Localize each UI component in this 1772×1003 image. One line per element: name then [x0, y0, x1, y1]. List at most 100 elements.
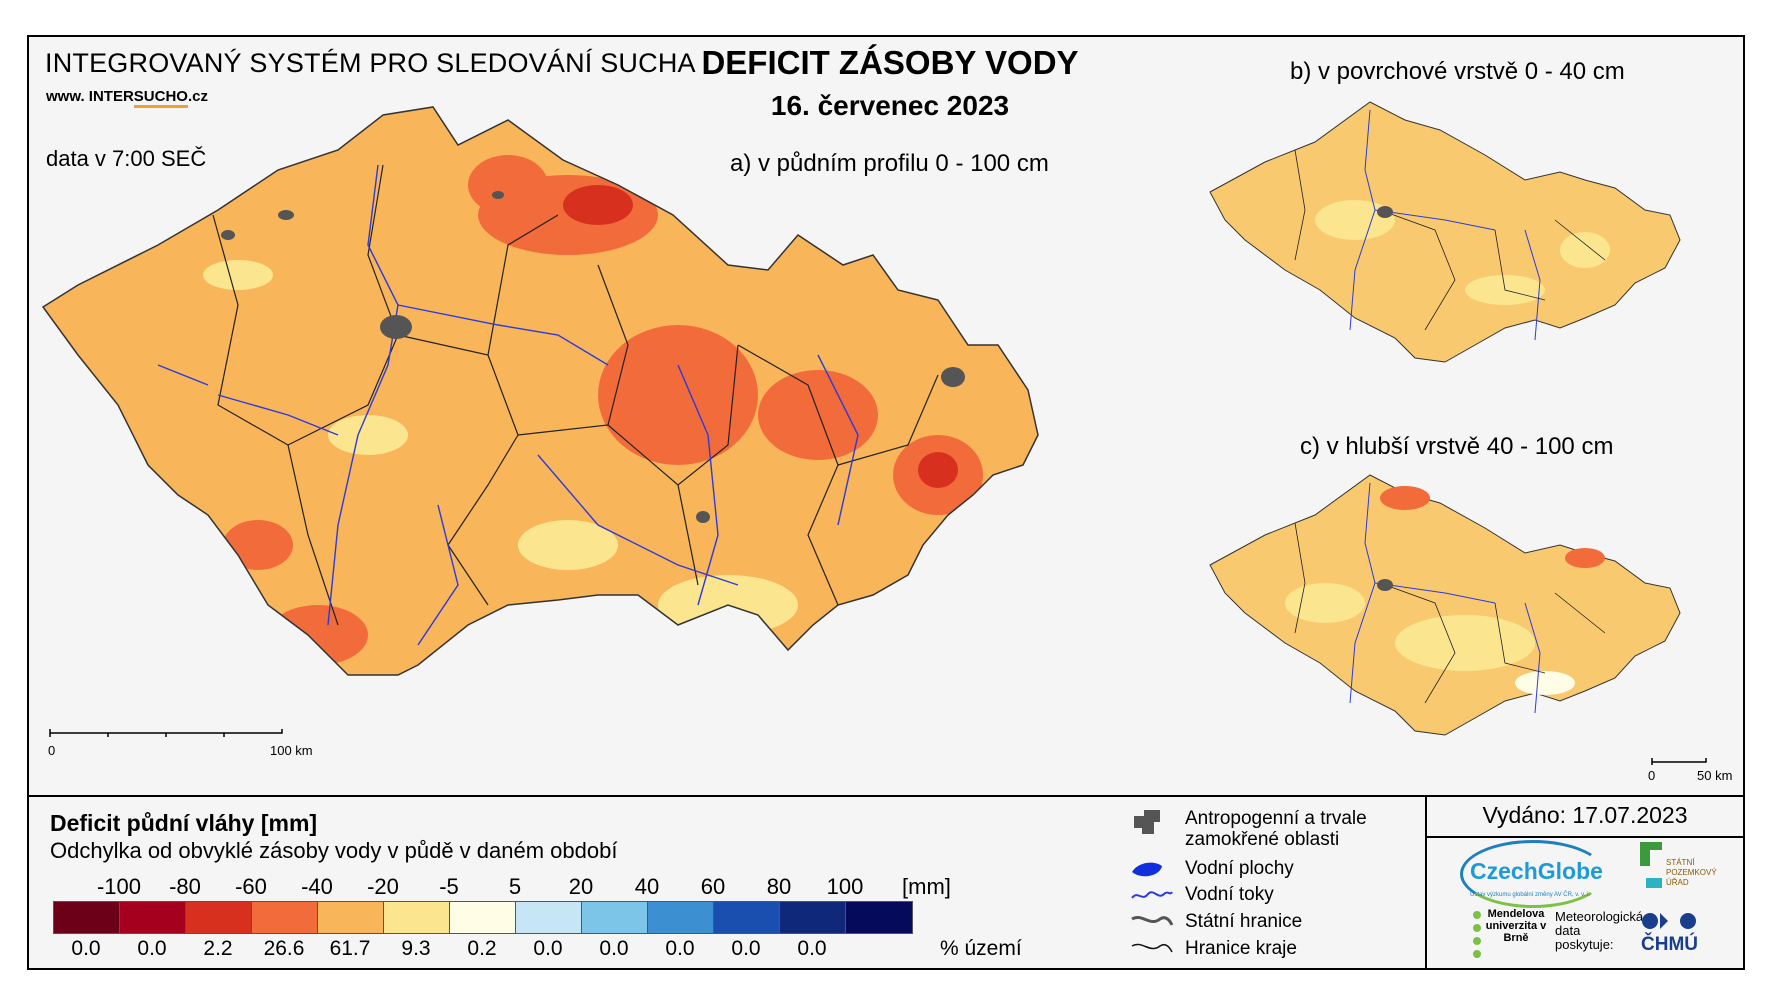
region-border-icon: [1131, 943, 1173, 953]
legend-percentage: 9.3: [401, 937, 431, 960]
map-a-label: a) v půdním profilu 0 - 100 cm: [730, 150, 1049, 177]
footer-vertical-separator: [1425, 795, 1427, 970]
legend-color-cell: [54, 902, 120, 933]
legend-tick-label: -20: [367, 874, 399, 899]
mendel-dots-icon: [1473, 911, 1481, 958]
legend-color-cell: [582, 902, 648, 933]
legend-region-border-label: Hranice kraje: [1185, 938, 1297, 959]
urban-area-b: [1377, 206, 1393, 218]
legend-color-cell: [384, 902, 450, 933]
legend-state-border-label: Státní hranice: [1185, 911, 1303, 932]
map-c: [1209, 474, 1681, 736]
legend-color-cell: [252, 902, 318, 933]
legend-tick-label: 100: [826, 874, 864, 899]
legend-tick-label: 80: [766, 874, 792, 899]
legend-tick-label: -5: [439, 874, 459, 899]
legend-ticks: -100 -80 -60 -40 -20 -5 5 20 40 60 80 100: [60, 874, 980, 900]
legend-water-label: Vodní plochy: [1185, 858, 1294, 879]
legend-separator: [27, 795, 1745, 797]
urban-icon: [1134, 810, 1160, 834]
legend-urban-label: Antropogenní a trvale zamokřené oblasti: [1185, 808, 1367, 850]
footer-horizontal-separator: [1425, 836, 1745, 838]
scale-a-end: 100 km: [270, 743, 313, 758]
legend-percentage: 61.7: [329, 937, 371, 960]
url-highlight: SUCHO: [133, 88, 188, 108]
state-border-a: [41, 106, 1039, 676]
map-b: [1209, 101, 1681, 363]
legend-percentage: 2.2: [203, 937, 233, 960]
urban-area-c: [1377, 579, 1393, 591]
legend-percentage: 0.0: [137, 937, 167, 960]
czechglobe-subtitle: Ústav výzkumu globální změny AV ČR, v. v…: [1470, 892, 1591, 898]
legend-color-cell: [846, 902, 912, 933]
legend-tick-label: 5: [508, 874, 522, 899]
map-b-shape: [1209, 101, 1681, 363]
czechglobe-logo: CzechGlobe: [1470, 858, 1603, 884]
legend-color-cell: [186, 902, 252, 933]
rivers-c: [1349, 482, 1541, 714]
system-title: INTEGROVANÝ SYSTÉM PRO SLEDOVÁNÍ SUCHA: [45, 48, 696, 78]
legend-unit: [mm]: [902, 874, 951, 899]
map-c-dry-areas: [1380, 486, 1605, 568]
legend-tick-label: -80: [169, 874, 201, 899]
map-a: [41, 106, 1039, 676]
legend-percentage: 0.0: [533, 937, 563, 960]
legend-state-border: Státní hranice: [1130, 911, 1302, 939]
legend-color-cell: [648, 902, 714, 933]
legend-region-border: Hranice kraje: [1130, 938, 1297, 966]
legend-percentage: 0.0: [797, 937, 827, 960]
legend-percentage: 0.0: [599, 937, 629, 960]
legend-title: Deficit půdní vláhy [mm]: [50, 810, 318, 836]
scale-bar-bc: [1651, 758, 1707, 765]
main-title: DEFICIT ZÁSOBY VODY: [701, 44, 1079, 81]
legend-percentage: 0.0: [71, 937, 101, 960]
river-icon: [1131, 891, 1173, 899]
rivers-a: [157, 164, 859, 646]
spu-logo: STÁTNÍ POZEMKOVÝ ÚŘAD: [1666, 858, 1717, 887]
map-b-label: b) v povrchové vrstvě 0 - 40 cm: [1290, 58, 1625, 85]
map-c-label: c) v hlubší vrstvě 40 - 100 cm: [1300, 433, 1614, 460]
url-suffix: .cz: [187, 88, 208, 105]
region-borders-c: [1294, 522, 1606, 704]
legend-percentage: 0.2: [467, 937, 497, 960]
legend-color-cell: [714, 902, 780, 933]
legend-tick-label: 20: [568, 874, 594, 899]
issued-date: Vydáno: 17.07.2023: [1482, 802, 1688, 828]
state-border-icon: [1131, 916, 1174, 926]
water-body-icon: [1132, 862, 1162, 877]
legend-colorbar: [53, 901, 913, 934]
legend-tick-label: -60: [235, 874, 267, 899]
legend-water: Vodní plochy: [1130, 858, 1294, 886]
legend-color-cell: [780, 902, 846, 933]
legend-color-cell: [318, 902, 384, 933]
scale-bar-a: [49, 729, 283, 737]
legend-color-cell: [450, 902, 516, 933]
url-prefix: www. INTER: [46, 88, 134, 105]
legend-percentage: 0.0: [665, 937, 695, 960]
chmu-logo-icon: [1642, 913, 1696, 929]
legend-subtitle: Odchylka od obvyklé zásoby vody v půdě v…: [50, 838, 618, 863]
urban-areas-a: [221, 191, 965, 523]
map-a-fill: [43, 107, 1038, 675]
map-date: 16. červenec 2023: [770, 90, 1010, 121]
percent-unit: % území: [940, 937, 1022, 960]
legend-rivers-label: Vodní toky: [1185, 884, 1274, 905]
scale-a-start: 0: [48, 743, 56, 758]
spu-logo-icon: [1640, 842, 1662, 888]
scale-bc-end: 50 km: [1697, 768, 1733, 783]
legend-percentage: 0.0: [731, 937, 761, 960]
region-borders-b: [1294, 149, 1606, 331]
legend-tick-label: 60: [700, 874, 726, 899]
legend-rivers: Vodní toky: [1130, 884, 1274, 912]
legend-urban: Antropogenní a trvale zamokřené oblasti: [1130, 808, 1367, 850]
map-c-shape: [1209, 474, 1681, 736]
czechglobe-logo-ring: [1460, 840, 1606, 908]
map-c-light-areas: [1285, 583, 1575, 695]
legend-color-cell: [120, 902, 186, 933]
mendel-logo: Mendelova univerzita v Brně: [1485, 908, 1547, 944]
legend-color-cell: [516, 902, 582, 933]
website-link[interactable]: www. INTERSUCHO.cz: [46, 88, 208, 108]
scale-bc-start: 0: [1648, 768, 1656, 783]
rivers-b: [1349, 109, 1541, 341]
legend-tick-label: -40: [301, 874, 333, 899]
